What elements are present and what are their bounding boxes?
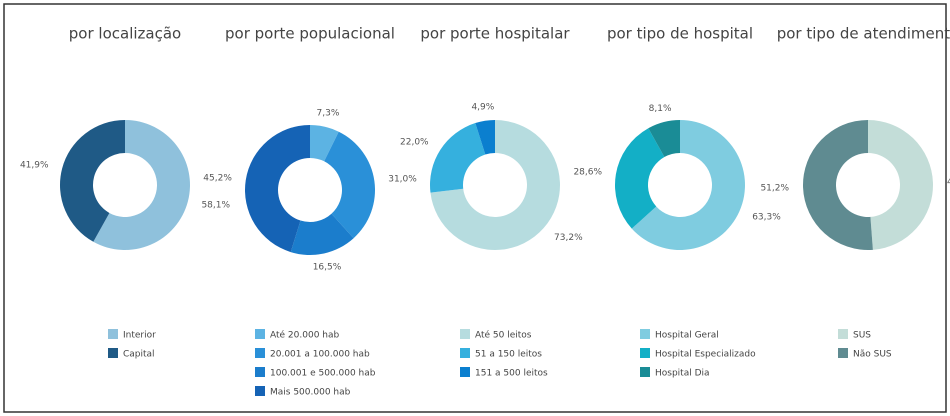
data-label: 48,8% <box>947 178 950 188</box>
legend-label: Hospital Especializado <box>655 350 756 360</box>
donut-slice <box>475 120 495 155</box>
legend-label: 100.001 e 500.000 hab <box>270 369 376 379</box>
legend-label: Mais 500.000 hab <box>270 388 351 398</box>
donut-slice <box>430 120 560 250</box>
legend-label: Até 50 leitos <box>475 330 532 341</box>
data-label: 73,2% <box>554 233 583 243</box>
data-label: 63,3% <box>752 213 781 223</box>
donut-slice <box>310 125 339 162</box>
legend-swatch <box>255 348 265 358</box>
legend-swatch <box>255 329 265 339</box>
donut-slice <box>615 128 665 229</box>
legend-swatch <box>255 367 265 377</box>
data-label: 31,0% <box>388 175 417 185</box>
data-label: 16,5% <box>313 263 342 273</box>
chart-title: por tipo de hospital <box>607 25 753 43</box>
chart-title: por porte hospitalar <box>420 25 570 43</box>
chart-title: por tipo de atendimento <box>777 25 950 43</box>
legend-swatch <box>460 367 470 377</box>
legend-label: Capital <box>123 350 155 360</box>
donut-slice <box>802 120 873 250</box>
legend-label: 51 a 150 leitos <box>475 350 542 360</box>
legend-label: Hospital Dia <box>655 369 710 379</box>
data-label: 4,9% <box>471 102 494 112</box>
chart-title: por localização <box>69 25 181 43</box>
data-label: 58,1% <box>201 200 230 210</box>
donut-slice <box>648 120 680 158</box>
legend-label: 20.001 a 100.000 hab <box>270 350 370 360</box>
legend-swatch <box>108 329 118 339</box>
legend-label: 151 a 500 leitos <box>475 369 548 379</box>
legend-label: Até 20.000 hab <box>270 330 339 341</box>
legend-swatch <box>640 348 650 358</box>
legend-swatch <box>460 348 470 358</box>
donut-slice <box>868 120 933 250</box>
donut-slice <box>60 120 125 242</box>
donut-slice <box>430 123 486 193</box>
data-label: 41,9% <box>20 161 49 171</box>
donut-slice <box>631 120 745 251</box>
legend-swatch <box>460 329 470 339</box>
legend-swatch <box>108 348 118 358</box>
legend-label: Não SUS <box>853 350 892 360</box>
legend-swatch <box>640 367 650 377</box>
legend-swatch <box>255 386 265 396</box>
data-label: 22,0% <box>400 138 429 148</box>
data-label: 45,2% <box>203 174 232 184</box>
legend-swatch <box>838 348 848 358</box>
donut-slice <box>324 131 375 239</box>
legend-swatch <box>640 329 650 339</box>
legend-label: SUS <box>853 331 871 341</box>
donut-slice <box>93 120 190 250</box>
data-label: 51,2% <box>760 183 789 193</box>
legend-swatch <box>838 329 848 339</box>
data-label: 8,1% <box>649 104 672 114</box>
data-label: 7,3% <box>317 109 340 119</box>
data-label: 28,6% <box>573 168 602 178</box>
donut-slice <box>244 125 310 253</box>
legend-label: Interior <box>123 331 156 341</box>
donut-slice <box>290 213 354 255</box>
frame <box>3 3 947 413</box>
legend-label: Hospital Geral <box>655 331 719 341</box>
chart-title: por porte populacional <box>225 25 395 43</box>
